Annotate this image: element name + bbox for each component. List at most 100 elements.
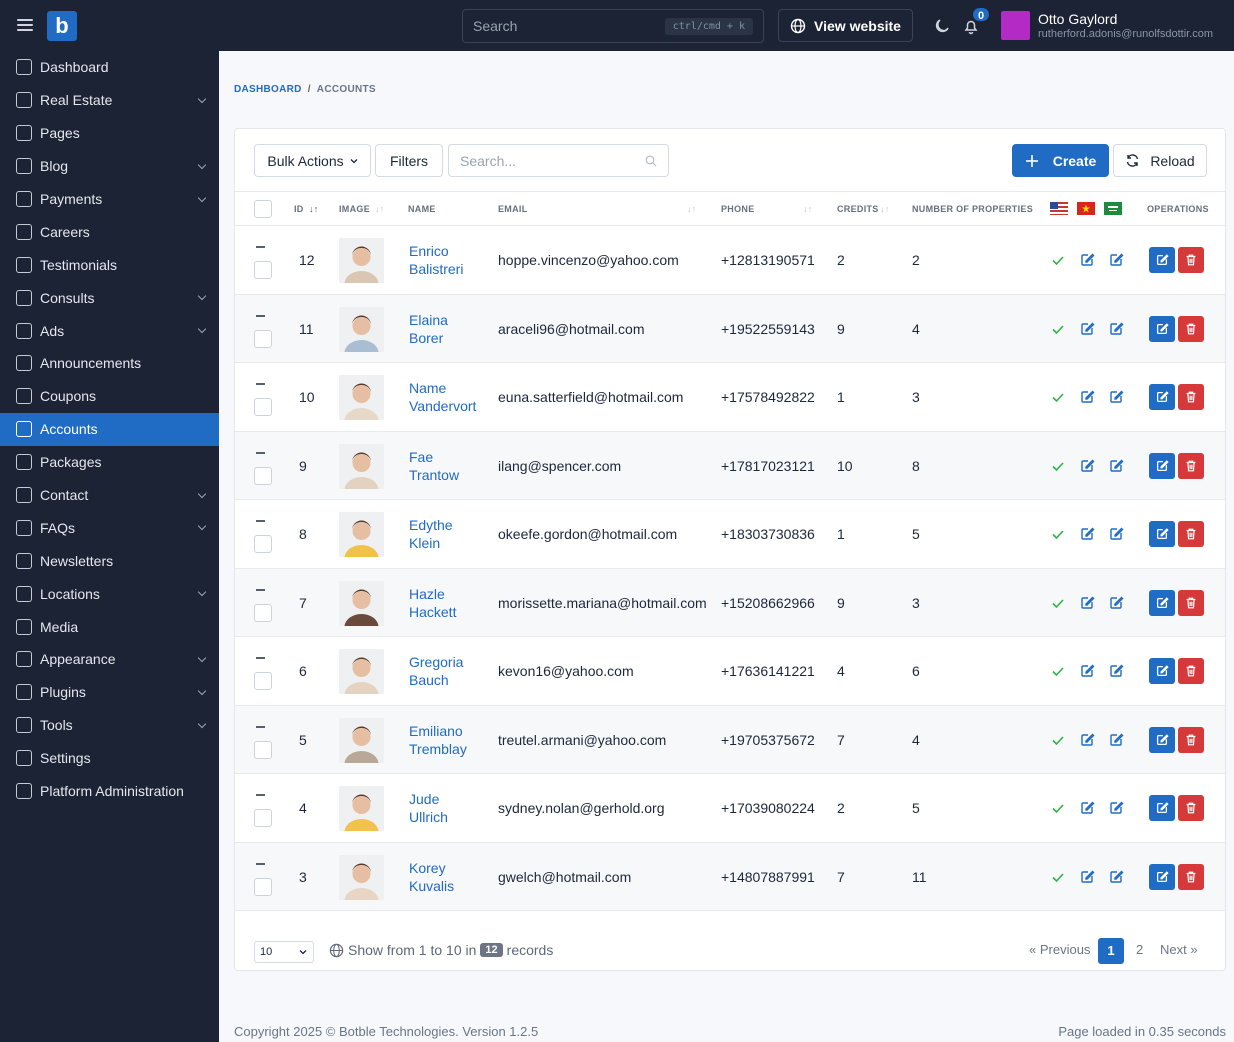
- edit-button[interactable]: [1149, 452, 1175, 479]
- sidebar-item-faqs[interactable]: FAQs: [0, 511, 219, 544]
- next-page-link[interactable]: Next »: [1160, 942, 1198, 957]
- sidebar-item-coupons[interactable]: Coupons: [0, 380, 219, 413]
- row-checkbox[interactable]: [254, 603, 272, 622]
- user-name[interactable]: Otto Gaylord: [1038, 11, 1118, 27]
- table-row[interactable]: 12 Enrico Balistreri hoppe.vincenzo@yahoo.c…: [235, 226, 1225, 295]
- edit-translation-icon[interactable]: [1079, 458, 1095, 474]
- edit-translation-icon[interactable]: [1079, 595, 1095, 611]
- sidebar-item-dashboard[interactable]: Dashboard: [0, 51, 219, 84]
- drag-handle-icon[interactable]: [256, 657, 265, 662]
- edit-button[interactable]: [1149, 247, 1175, 273]
- sidebar-item-plugins[interactable]: Plugins: [0, 676, 219, 709]
- edit-button[interactable]: [1149, 726, 1175, 753]
- header-number-of-properties[interactable]: NUMBER OF PROPERTIES: [912, 204, 1034, 214]
- account-name-link[interactable]: Elaina Borer: [409, 311, 489, 347]
- sort-icon[interactable]: ↓↑: [375, 204, 385, 214]
- delete-button[interactable]: [1178, 521, 1204, 547]
- create-button[interactable]: Create: [1012, 144, 1109, 177]
- header-email[interactable]: EMAIL: [498, 204, 528, 214]
- drag-handle-icon[interactable]: [256, 725, 265, 731]
- moon-icon[interactable]: [933, 17, 951, 35]
- edit-translation-icon[interactable]: [1108, 389, 1124, 405]
- sidebar-item-tools[interactable]: Tools: [0, 709, 219, 742]
- edit-translation-icon[interactable]: [1108, 595, 1124, 611]
- table-row[interactable]: 5 Emiliano Tremblay treutel.armani@yahoo.co…: [235, 705, 1225, 774]
- account-name-link[interactable]: Korey Kuvalis: [409, 859, 489, 895]
- edit-translation-icon[interactable]: [1079, 526, 1095, 542]
- page-1-link[interactable]: 1: [1098, 938, 1124, 964]
- drag-handle-icon[interactable]: [256, 246, 265, 251]
- account-name-link[interactable]: Enrico Balistreri: [409, 242, 489, 278]
- table-row[interactable]: 4 Jude Ullrich sydney.nolan@gerhold.org +170…: [235, 774, 1225, 843]
- sidebar-item-newsletters[interactable]: Newsletters: [0, 544, 219, 577]
- drag-handle-icon[interactable]: [256, 451, 265, 457]
- account-name-link[interactable]: Emiliano Tremblay: [409, 722, 489, 758]
- delete-button[interactable]: [1178, 384, 1204, 410]
- edit-translation-icon[interactable]: [1108, 526, 1124, 542]
- table-search-input[interactable]: Search...: [448, 144, 669, 177]
- edit-translation-icon[interactable]: [1108, 800, 1124, 816]
- sidebar-item-testimonials[interactable]: Testimonials: [0, 248, 219, 281]
- user-avatar[interactable]: [1001, 11, 1030, 40]
- edit-translation-icon[interactable]: [1108, 663, 1124, 679]
- sidebar-item-blog[interactable]: Blog: [0, 150, 219, 183]
- sidebar-item-consults[interactable]: Consults: [0, 281, 219, 314]
- previous-page-link[interactable]: « Previous: [1029, 942, 1091, 957]
- header-phone[interactable]: PHONE: [721, 204, 755, 214]
- account-name-link[interactable]: Hazle Hackett: [409, 585, 489, 621]
- edit-button[interactable]: [1149, 589, 1175, 616]
- account-name-link[interactable]: Fae Trantow: [409, 448, 489, 484]
- account-name-link[interactable]: Jude Ullrich: [409, 790, 489, 826]
- view-website-button[interactable]: View website: [778, 9, 913, 42]
- drag-handle-icon[interactable]: [256, 588, 265, 594]
- edit-translation-icon[interactable]: [1079, 663, 1095, 679]
- header-credits[interactable]: CREDITS: [837, 204, 879, 214]
- delete-button[interactable]: [1178, 315, 1204, 342]
- global-search-input[interactable]: Search ctrl/cmd + k: [462, 9, 764, 43]
- drag-handle-icon[interactable]: [256, 383, 265, 388]
- edit-button[interactable]: [1149, 863, 1175, 890]
- table-row[interactable]: 6 Gregoria Bauch kevon16@yahoo.com +17636141…: [235, 637, 1225, 706]
- account-name-link[interactable]: Edythe Klein: [409, 516, 489, 552]
- edit-translation-icon[interactable]: [1079, 321, 1095, 337]
- page-2-link[interactable]: 2: [1136, 942, 1144, 957]
- sort-icon[interactable]: ↓↑: [687, 204, 697, 214]
- row-checkbox[interactable]: [254, 398, 272, 416]
- header-image[interactable]: IMAGE: [339, 204, 371, 214]
- table-row[interactable]: 3 Korey Kuvalis gwelch@hotmail.com +14807887…: [235, 842, 1225, 911]
- per-page-select[interactable]: 10: [254, 941, 314, 963]
- row-checkbox[interactable]: [254, 740, 272, 759]
- edit-translation-icon[interactable]: [1108, 869, 1124, 885]
- sidebar-item-platform-administration[interactable]: Platform Administration: [0, 775, 219, 808]
- table-row[interactable]: 9 Fae Trantow ilang@spencer.com +17817023121…: [235, 431, 1225, 500]
- delete-button[interactable]: [1178, 589, 1204, 616]
- edit-button[interactable]: [1149, 521, 1175, 547]
- sidebar-item-real-estate[interactable]: Real Estate: [0, 84, 219, 117]
- row-checkbox[interactable]: [254, 261, 272, 279]
- table-row[interactable]: 10 Name Vandervort euna.satterfield@hotmail…: [235, 363, 1225, 432]
- edit-translation-icon[interactable]: [1079, 252, 1095, 268]
- delete-button[interactable]: [1178, 247, 1204, 273]
- account-name-link[interactable]: Gregoria Bauch: [409, 653, 489, 689]
- sort-icon[interactable]: ↓↑: [880, 204, 890, 214]
- menu-toggle-icon[interactable]: [17, 17, 33, 33]
- row-checkbox[interactable]: [254, 877, 272, 896]
- row-checkbox[interactable]: [254, 809, 272, 827]
- edit-button[interactable]: [1149, 795, 1175, 821]
- bulk-actions-button[interactable]: Bulk Actions: [254, 144, 371, 177]
- brand-logo[interactable]: b: [47, 11, 77, 41]
- sidebar-item-payments[interactable]: Payments: [0, 183, 219, 216]
- edit-translation-icon[interactable]: [1079, 732, 1095, 748]
- row-checkbox[interactable]: [254, 329, 272, 348]
- filters-button[interactable]: Filters: [375, 144, 443, 177]
- drag-handle-icon[interactable]: [256, 862, 265, 868]
- sort-icon[interactable]: ↓↑: [803, 204, 813, 214]
- sidebar-item-ads[interactable]: Ads: [0, 314, 219, 347]
- edit-button[interactable]: [1149, 384, 1175, 410]
- sidebar-item-announcements[interactable]: Announcements: [0, 347, 219, 380]
- sidebar-item-settings[interactable]: Settings: [0, 742, 219, 775]
- edit-translation-icon[interactable]: [1108, 458, 1124, 474]
- delete-button[interactable]: [1178, 658, 1204, 684]
- sidebar-item-contact[interactable]: Contact: [0, 479, 219, 512]
- sidebar-item-accounts[interactable]: Accounts: [0, 412, 219, 446]
